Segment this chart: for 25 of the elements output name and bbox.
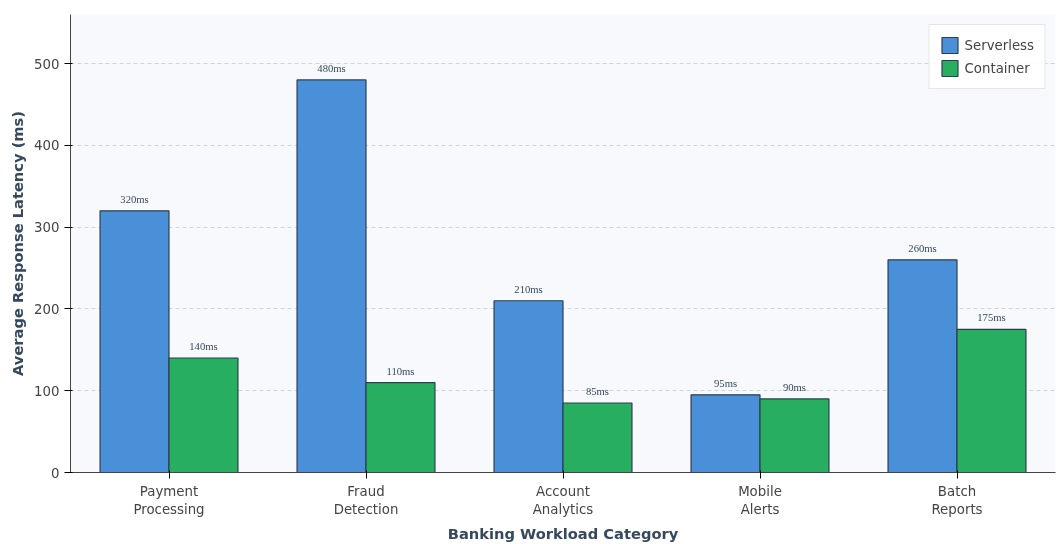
- data-label: 90ms: [782, 381, 807, 393]
- x-tick-label: Payment Processing: [133, 483, 205, 517]
- legend-label: Serverless: [964, 37, 1034, 53]
- y-tick-label: 400: [34, 138, 60, 154]
- x-tick-label: Account Analytics: [532, 483, 594, 517]
- y-tick-label: 100: [34, 383, 60, 399]
- y-tick-label: 500: [34, 56, 60, 72]
- data-label: 110ms: [386, 365, 415, 377]
- data-label: 210ms: [514, 283, 543, 295]
- data-label: 175ms: [977, 312, 1006, 324]
- data-label: 480ms: [317, 62, 346, 74]
- legend-label: Container: [964, 60, 1030, 76]
- data-label: 140ms: [189, 341, 218, 352]
- y-tick-label: 200: [34, 301, 60, 317]
- y-tick-label: 300: [34, 220, 60, 236]
- y-axis-title: Average Response Latency (ms): [9, 110, 27, 377]
- data-label: 95ms: [713, 377, 738, 389]
- data-label: 320ms: [120, 193, 149, 205]
- x-tick-label: Fraud Detection: [333, 483, 399, 517]
- x-tick-label: Batch Reports: [931, 483, 983, 517]
- y-tick-label: 0: [51, 465, 60, 481]
- data-label: 260ms: [908, 242, 937, 254]
- data-label: 85ms: [585, 385, 610, 397]
- x-tick-label: Mobile Alerts: [738, 483, 782, 517]
- x-axis-title: Banking Workload Category: [447, 524, 679, 542]
